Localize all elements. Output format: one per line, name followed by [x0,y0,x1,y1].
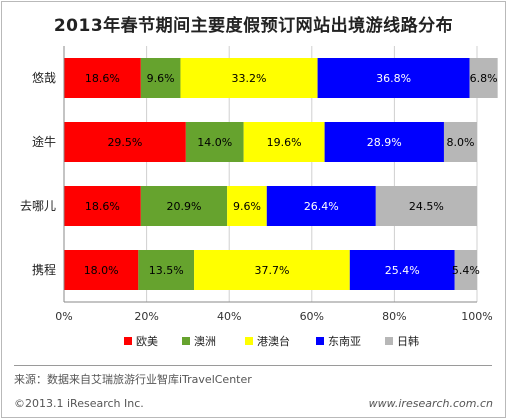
bar-segment [443,122,477,162]
legend-swatch [385,337,393,345]
bar-segment [469,58,498,98]
data-label: 18.6% [85,72,120,85]
source-note: 来源：数据来自艾瑞旅游行业智库iTravelCenter [14,373,252,386]
data-label: 28.9% [367,136,402,149]
data-label: 29.5% [107,136,142,149]
bar-segment [349,250,455,290]
legend-label: 欧美 [136,335,158,348]
legend-label: 港澳台 [257,334,290,348]
bar-segment [194,250,350,290]
data-label: 9.6% [233,200,261,213]
legend-swatch [316,337,324,345]
data-label: 37.7% [254,264,289,277]
data-label: 6.8% [470,72,498,85]
bar-segment [64,58,141,98]
legend-label: 澳洲 [194,335,216,348]
category-label: 途牛 [32,134,56,149]
data-label: 13.5% [149,264,184,277]
bar-segment [227,186,267,226]
bar-segment [266,186,376,226]
bar-segment [180,58,318,98]
data-label: 8.0% [447,136,475,149]
x-tick-label: 0% [55,310,72,323]
legend-swatch [182,337,190,345]
bar-segment [138,250,195,290]
data-label: 26.4% [304,200,339,213]
footer-divider [14,365,492,366]
bar-segment [454,250,477,290]
bar-segment [64,250,139,290]
data-label: 24.5% [409,200,444,213]
legend-swatch [245,337,253,345]
website-note: www.iresearch.com.cn [368,397,493,410]
legend-swatch [124,337,132,345]
category-label: 去哪儿 [20,199,56,213]
data-label: 5.4% [452,264,480,277]
data-label: 9.6% [147,72,175,85]
x-tick-label: 100% [461,310,492,323]
bar-segment [64,186,141,226]
legend-label: 东南亚 [328,335,361,348]
data-label: 36.8% [376,72,411,85]
stacked-bar-chart: 18.6% 9.6% 33.2% 36.8% 6.8% 29.5% 14.0% 19.6% 28… [20,46,498,348]
legend-label: 日韩 [397,334,419,348]
bar-segment [324,122,444,162]
chart-title: 2013年春节期间主要度假预订网站出境游线路分布 [53,16,454,36]
bar-segment [64,122,186,162]
data-label: 18.0% [84,264,119,277]
bar-segment [185,122,244,162]
x-tick-label: 20% [134,310,158,323]
category-label: 悠哉 [32,70,56,85]
bar-segment [140,186,228,226]
bar-segment [375,186,477,226]
data-label: 19.6% [267,136,302,149]
bar-segment [317,58,470,98]
category-label: 携程 [32,262,56,277]
bar-segment [243,122,325,162]
data-label: 25.4% [385,264,420,277]
copyright-note: ©2013.1 iResearch Inc. [14,397,144,410]
x-tick-label: 40% [217,310,241,323]
x-tick-label: 80% [382,310,406,323]
data-label: 33.2% [232,72,267,85]
data-label: 18.6% [85,200,120,213]
data-label: 20.9% [166,200,201,213]
bar-segment [140,58,181,98]
x-tick-label: 60% [300,310,324,323]
data-label: 14.0% [197,136,232,149]
